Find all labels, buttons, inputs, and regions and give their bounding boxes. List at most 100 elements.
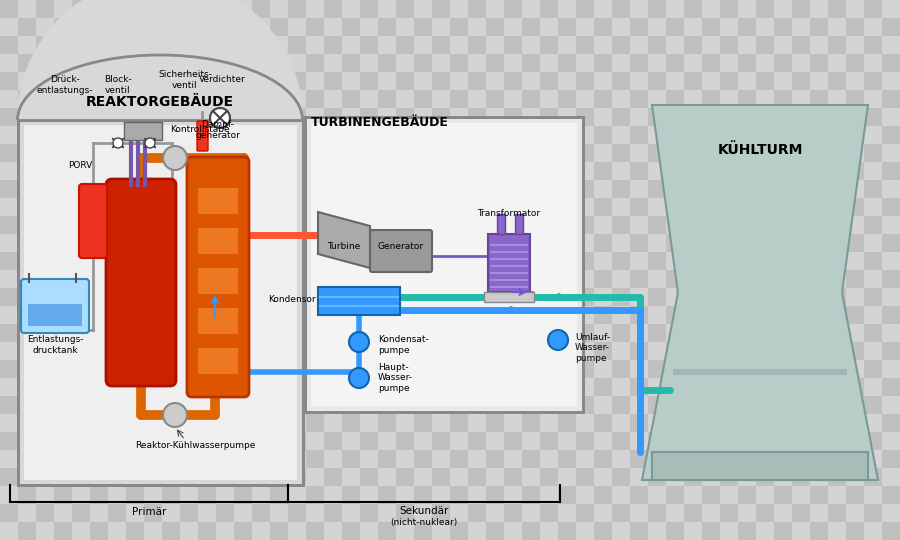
Bar [666, 72, 684, 90]
Bar [108, 288, 126, 306]
Bar [594, 486, 612, 504]
Bar [846, 162, 864, 180]
Bar [882, 504, 900, 522]
Bar [54, 342, 72, 360]
Bar [720, 18, 738, 36]
Bar [90, 342, 108, 360]
Bar [54, 54, 72, 72]
Bar [484, 292, 534, 302]
Bar [576, 180, 594, 198]
Bar [270, 72, 288, 90]
Bar [612, 72, 630, 90]
Bar [180, 360, 198, 378]
Bar [486, 126, 504, 144]
Bar [432, 414, 450, 432]
Bar [756, 396, 774, 414]
Bar [558, 270, 576, 288]
Bar [486, 288, 504, 306]
Bar [504, 234, 522, 252]
Bar [756, 306, 774, 324]
Bar [630, 144, 648, 162]
Bar [702, 324, 720, 342]
Bar [612, 252, 630, 270]
Bar [576, 504, 594, 522]
Bar [522, 234, 540, 252]
Bar [306, 162, 324, 180]
Bar [36, 342, 54, 360]
Bar [252, 90, 270, 108]
Bar [324, 234, 342, 252]
Bar [882, 162, 900, 180]
Bar [0, 252, 18, 270]
Bar [576, 486, 594, 504]
Bar [324, 450, 342, 468]
Bar [540, 378, 558, 396]
Bar [378, 234, 396, 252]
Bar [486, 378, 504, 396]
Bar [720, 342, 738, 360]
Bar [216, 54, 234, 72]
Bar [576, 162, 594, 180]
Bar [288, 378, 306, 396]
Bar [450, 324, 468, 342]
Bar [648, 108, 666, 126]
Bar [18, 18, 36, 36]
Bar [774, 486, 792, 504]
Bar [162, 108, 180, 126]
Bar [108, 396, 126, 414]
Bar [594, 180, 612, 198]
Bar [720, 360, 738, 378]
Bar [288, 252, 306, 270]
Text: KÜHLTURM: KÜHLTURM [717, 143, 803, 157]
Bar [630, 234, 648, 252]
Bar [342, 522, 360, 540]
Bar [515, 214, 523, 234]
Bar [576, 126, 594, 144]
Bar [288, 450, 306, 468]
Bar [252, 342, 270, 360]
Bar [648, 468, 666, 486]
Bar [792, 198, 810, 216]
Bar [684, 504, 702, 522]
Bar [792, 486, 810, 504]
Bar [504, 288, 522, 306]
Bar [738, 342, 756, 360]
Bar [288, 36, 306, 54]
Bar [306, 234, 324, 252]
Bar [162, 180, 180, 198]
Text: Dampf-
generator: Dampf- generator [195, 120, 240, 140]
Bar [396, 270, 414, 288]
Bar [36, 54, 54, 72]
Bar [198, 522, 216, 540]
Bar [216, 306, 234, 324]
Bar [792, 432, 810, 450]
Bar [306, 252, 324, 270]
Bar [450, 432, 468, 450]
Bar [414, 468, 432, 486]
Bar [270, 450, 288, 468]
Bar [72, 54, 90, 72]
Bar [846, 324, 864, 342]
Bar [720, 108, 738, 126]
Bar [324, 36, 342, 54]
Bar [666, 126, 684, 144]
Circle shape [349, 368, 369, 388]
Bar [792, 468, 810, 486]
Bar [486, 342, 504, 360]
Bar [306, 198, 324, 216]
Bar [144, 414, 162, 432]
Bar [270, 414, 288, 432]
Bar [486, 306, 504, 324]
Bar [450, 36, 468, 54]
Bar [90, 54, 108, 72]
Bar [54, 162, 72, 180]
Bar [738, 468, 756, 486]
Bar [108, 216, 126, 234]
Bar [450, 414, 468, 432]
Bar [468, 342, 486, 360]
Bar [0, 360, 18, 378]
FancyBboxPatch shape [21, 279, 89, 333]
Bar [648, 486, 666, 504]
Bar [504, 450, 522, 468]
Bar [882, 0, 900, 18]
